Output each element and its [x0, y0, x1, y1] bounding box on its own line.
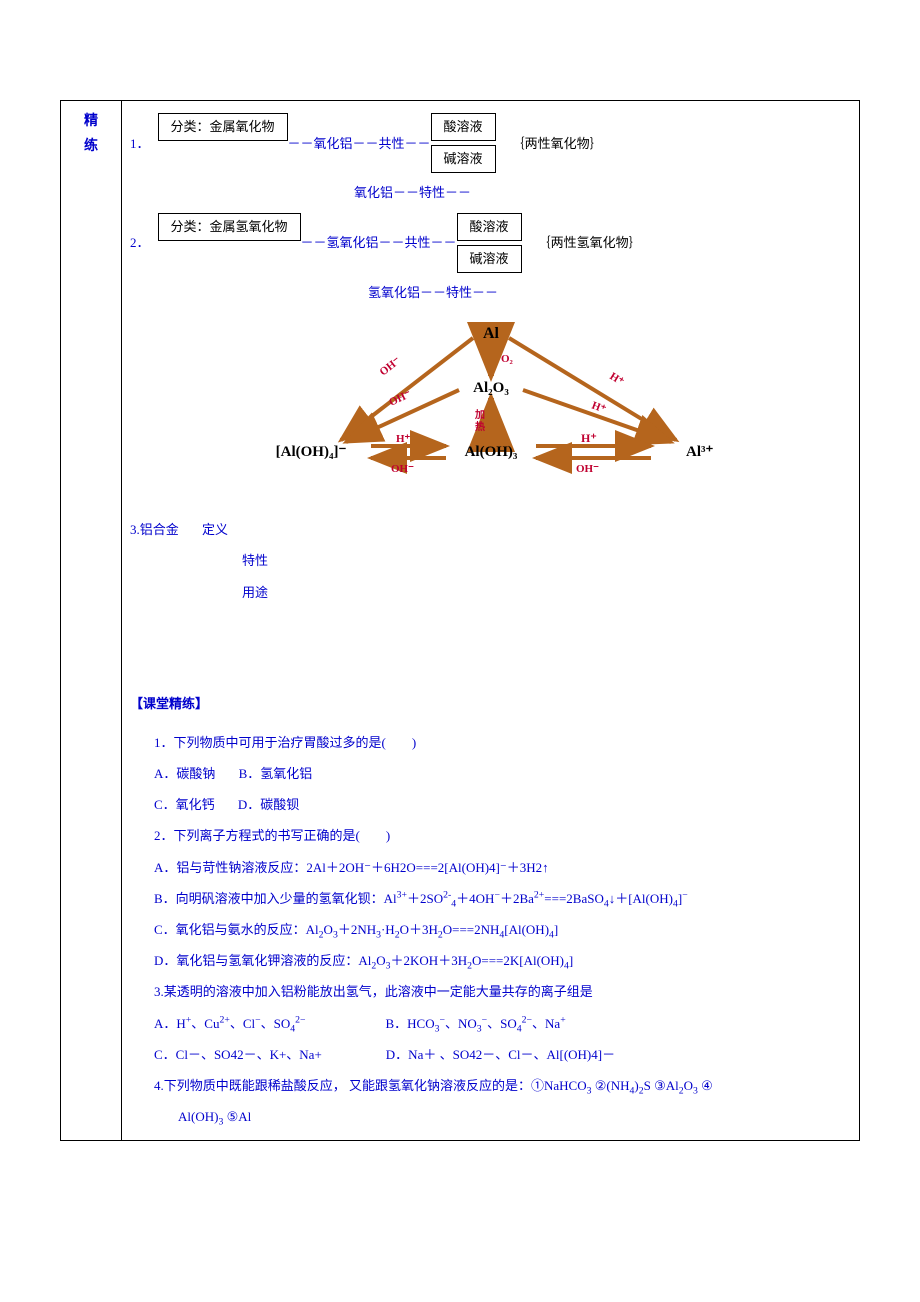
item-1-box2b: 碱溶液: [431, 145, 496, 173]
q2-optC-pre: C．氧化铝与氨水的反应：Al: [154, 922, 319, 937]
item-1-box2-stack: 酸溶液 碱溶液: [431, 113, 496, 173]
item-2-row1: 2． 分类：金属氢氧化物 －－氢氧化铝－－共性－－ 酸溶液 碱溶液 ｛两性氢氧化…: [130, 213, 851, 273]
q2-optB-html: 3+＋2SO2-4＋4OH−＋2Ba2+===2BaSO4↓＋[Al(OH)4]…: [397, 891, 688, 906]
q3-row1: A．H+、Cu2+、Cl−、SO42− B．HCO3−、NO3−、SO42−、N…: [154, 1008, 851, 1039]
q1-optB: B．氢氧化铝: [239, 766, 313, 781]
diagram-svg: O₂ 加 热 OH⁻ OH⁻ H⁺ H⁺ H⁺ OH⁻ H⁺: [231, 320, 751, 490]
q4-stem-pre: 4.下列物质中既能跟稀盐酸反应， 又能跟氢氧化钠溶液反应的是：①NaHCO: [154, 1078, 587, 1093]
diagram-node-al2o3: Al₂O₃: [473, 380, 509, 396]
sidebar-char-1: 精: [69, 109, 113, 134]
q1-optA: A．碳酸钠: [154, 766, 215, 781]
q2-optC-html: 2O3＋2NH3·H2O＋3H2O===2NH4[Al(OH)4]: [319, 922, 559, 937]
item-1-line2: 氧化铝－－特性－－: [354, 177, 851, 208]
q3-row2: C．Cl－、SO42－、K+、Na+ D．Na＋ 、SO42－、Cl－、Al[(…: [154, 1039, 851, 1070]
item-1-conn1: －－氧化铝－－共性－－: [288, 128, 431, 159]
item-3-heading: 3.铝合金: [130, 522, 179, 537]
q2-optD: D．氧化铝与氢氧化钾溶液的反应：Al2O3＋2KOH＋3H2O===2K[Al(…: [154, 945, 851, 976]
q2-optD-pre: D．氧化铝与氢氧化钾溶液的反应：Al: [154, 953, 371, 968]
item-1-row1: 1． 分类：金属氧化物 －－氧化铝－－共性－－ 酸溶液 碱溶液 ｛两性氧化物｝: [130, 113, 851, 173]
item-3: 3.铝合金 定义: [130, 514, 851, 545]
q4-stem-html: 3 ②(NH4)2S ③Al2O3 ④: [587, 1078, 713, 1093]
q4-line2-pre: Al(OH): [178, 1109, 218, 1124]
practice-title: 【课堂精练】: [130, 688, 851, 719]
sidebar-cell: 精 练: [61, 101, 122, 1141]
q2-optA: A．铝与苛性钠溶液反应：2Al＋2OH⁻＋6H2O===2[Al(OH)4]⁻＋…: [154, 852, 851, 883]
item-2-box2b: 碱溶液: [457, 245, 522, 273]
diagram-node-al: Al: [483, 325, 500, 342]
q3-optB-html: 3−、NO3−、SO42−、Na+: [435, 1016, 566, 1031]
item-3-b: 特性: [242, 545, 851, 576]
sidebar-char-2: 练: [69, 134, 113, 159]
item-2-note: ｛两性氢氧化物｝: [538, 227, 642, 258]
q3-optB: B．HCO3−、NO3−、SO42−、Na+: [386, 1008, 566, 1039]
q2-stem: 2．下列离子方程式的书写正确的是( ): [154, 820, 851, 851]
diagram-label-heat2: 热: [475, 420, 485, 433]
item-2-num: 2．: [130, 227, 150, 258]
item-1-box2a: 酸溶液: [431, 113, 496, 141]
q4-line2: Al(OH)3 ⑤Al: [178, 1101, 851, 1132]
diagram-label-h-1: H⁺: [607, 370, 626, 388]
q3-optC: C．Cl－、SO42－、K+、Na+: [154, 1039, 322, 1070]
q3-optB-pre: B．HCO: [386, 1016, 435, 1031]
item-1-num: 1．: [130, 128, 150, 159]
aluminum-diagram: O₂ 加 热 OH⁻ OH⁻ H⁺ H⁺ H⁺ OH⁻ H⁺: [130, 320, 851, 490]
main-table: 精 练 1． 分类：金属氧化物 －－氧化铝－－共性－－ 酸溶液 碱溶液 ｛两性氧…: [60, 100, 860, 1141]
diagram-label-heat1: 加: [474, 408, 485, 421]
page: 精 练 1． 分类：金属氧化物 －－氧化铝－－共性－－ 酸溶液 碱溶液 ｛两性氧…: [0, 0, 920, 1201]
item-2-box2a: 酸溶液: [457, 213, 522, 241]
diagram-label-oh-1: OH⁻: [377, 355, 403, 379]
q1-stem: 1．下列物质中可用于治疗胃酸过多的是( ): [154, 727, 851, 758]
q3-optA-pre: A．H: [154, 1016, 186, 1031]
item-2-line2: 氢氧化铝－－特性－－: [368, 277, 851, 308]
item-1-note: ｛两性氧化物｝: [512, 128, 603, 159]
q2-optB-pre: B．向明矾溶液中加入少量的氢氧化钡：Al: [154, 891, 397, 906]
q4-line2-html: 3 ⑤Al: [218, 1109, 251, 1124]
q1-optD: D．碳酸钡: [238, 797, 299, 812]
q3-optD: D．Na＋ 、SO42－、Cl－、Al[(OH)4]－: [386, 1039, 615, 1070]
q2-optB: B．向明矾溶液中加入少量的氢氧化钡：Al3+＋2SO2-4＋4OH−＋2Ba2+…: [154, 883, 851, 914]
q1-row2: C．氧化钙 D．碳酸钡: [154, 789, 851, 820]
diagram-node-al3: Al³⁺: [686, 444, 713, 460]
diagram-label-o2: O₂: [501, 353, 514, 365]
q4-stem: 4.下列物质中既能跟稀盐酸反应， 又能跟氢氧化钠溶液反应的是：①NaHCO3 ②…: [154, 1070, 851, 1101]
item-3-c: 用途: [242, 577, 851, 608]
diagram-label-oh-4: OH⁻: [576, 463, 599, 475]
item-2-box2-stack: 酸溶液 碱溶液: [457, 213, 522, 273]
q3-stem: 3.某透明的溶液中加入铝粉能放出氢气，此溶液中一定能大量共存的离子组是: [154, 976, 851, 1007]
item-2-box1: 分类：金属氢氧化物: [158, 213, 301, 241]
q3-optA: A．H+、Cu2+、Cl−、SO42−: [154, 1008, 306, 1039]
diagram-label-oh-2: OH⁻: [387, 388, 413, 409]
q1-row1: A．碳酸钠 B．氢氧化铝: [154, 758, 851, 789]
spacer: [130, 608, 851, 668]
diagram-node-aloh3: Al(OH)₃: [464, 444, 517, 460]
content-cell: 1． 分类：金属氧化物 －－氧化铝－－共性－－ 酸溶液 碱溶液 ｛两性氧化物｝ …: [122, 101, 860, 1141]
q1-optC: C．氧化钙: [154, 797, 215, 812]
diagram-label-h-3: H⁺: [396, 433, 411, 445]
item-3-a: 定义: [202, 522, 228, 537]
item-1-box1: 分类：金属氧化物: [158, 113, 288, 141]
q3-optA-html: +、Cu2+、Cl−、SO42−: [186, 1016, 306, 1031]
diagram-node-aloh4: [Al(OH)₄]⁻: [275, 444, 346, 460]
diagram-label-oh-3: OH⁻: [391, 463, 414, 475]
q2-optC: C．氧化铝与氨水的反应：Al2O3＋2NH3·H2O＋3H2O===2NH4[A…: [154, 914, 851, 945]
diagram-label-h-4: H⁺: [581, 431, 597, 445]
q2-optD-html: 2O3＋2KOH＋3H2O===2K[Al(OH)4]: [371, 953, 573, 968]
item-2-conn1: －－氢氧化铝－－共性－－: [301, 227, 457, 258]
